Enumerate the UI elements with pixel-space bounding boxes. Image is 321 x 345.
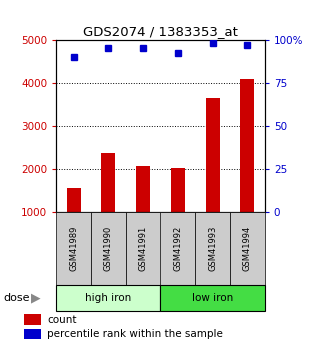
Text: GSM41989: GSM41989 <box>69 226 78 271</box>
Bar <box>56 212 91 285</box>
Bar <box>101 153 115 212</box>
Bar <box>67 188 81 212</box>
Text: GSM41992: GSM41992 <box>173 226 182 271</box>
Text: GSM41993: GSM41993 <box>208 226 217 271</box>
Bar <box>136 166 150 212</box>
Bar <box>230 212 265 285</box>
Bar <box>160 285 265 310</box>
Bar <box>160 212 195 285</box>
Text: high iron: high iron <box>85 293 132 303</box>
Text: ▶: ▶ <box>30 291 40 304</box>
Bar <box>24 314 41 325</box>
Bar <box>24 329 41 339</box>
Bar <box>240 79 254 212</box>
Text: GSM41991: GSM41991 <box>139 226 148 271</box>
Text: GSM41994: GSM41994 <box>243 226 252 271</box>
Text: count: count <box>47 315 77 325</box>
Text: percentile rank within the sample: percentile rank within the sample <box>47 329 223 339</box>
Title: GDS2074 / 1383353_at: GDS2074 / 1383353_at <box>83 26 238 39</box>
Text: dose: dose <box>3 293 30 303</box>
Text: low iron: low iron <box>192 293 233 303</box>
Bar <box>171 168 185 212</box>
Bar <box>56 285 160 310</box>
Bar <box>91 212 126 285</box>
Text: GSM41990: GSM41990 <box>104 226 113 271</box>
Bar <box>195 212 230 285</box>
Bar <box>206 98 220 212</box>
Bar <box>126 212 160 285</box>
